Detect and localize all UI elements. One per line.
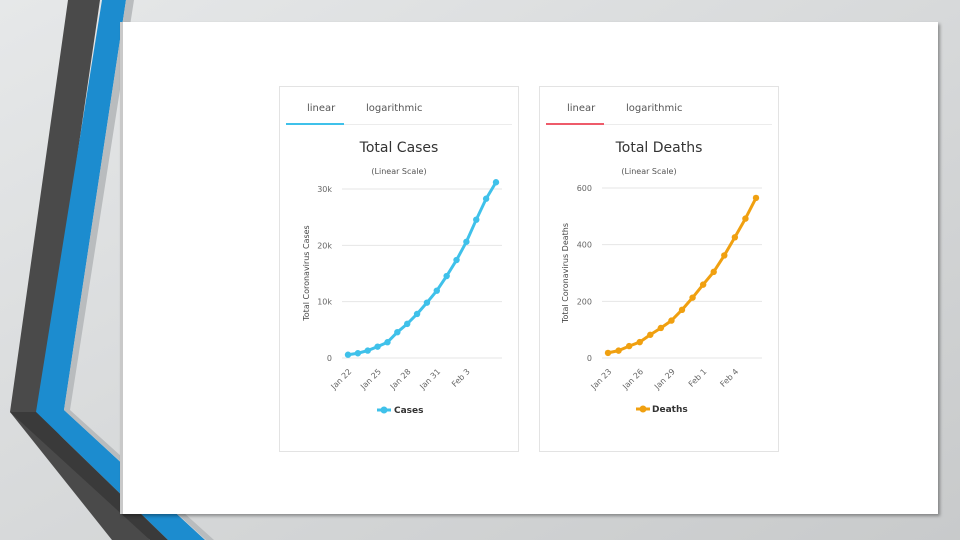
data-point bbox=[699, 281, 707, 288]
total-cases-card: linear logarithmic Total Cases (Linear S… bbox=[279, 86, 519, 452]
series-line bbox=[607, 197, 758, 355]
y-tick-label: 20k bbox=[317, 241, 332, 250]
active-tab-indicator bbox=[546, 123, 604, 125]
chart-title: Total Cases bbox=[359, 140, 439, 156]
x-tick-label: Jan 22 bbox=[329, 367, 354, 392]
scale-tabs: linear logarithmic bbox=[280, 87, 518, 127]
data-point bbox=[473, 216, 480, 223]
data-point bbox=[721, 252, 728, 259]
data-point bbox=[374, 343, 381, 350]
y-tick-label: 0 bbox=[587, 354, 592, 363]
data-point bbox=[384, 339, 391, 346]
legend[interactable]: Cases bbox=[377, 406, 424, 416]
data-point bbox=[443, 272, 450, 280]
y-tick-label: 400 bbox=[577, 241, 592, 250]
decor-stripe-blue bbox=[36, 0, 205, 540]
y-tick-label: 0 bbox=[327, 354, 332, 363]
tabs-divider bbox=[546, 124, 772, 125]
y-tick-label: 10k bbox=[317, 298, 332, 307]
x-tick-label: Jan 28 bbox=[388, 367, 413, 392]
data-point bbox=[678, 306, 686, 314]
tabs-divider bbox=[286, 124, 512, 125]
data-point bbox=[404, 320, 411, 328]
y-tick-label: 30k bbox=[317, 185, 332, 194]
tab-linear[interactable]: linear bbox=[307, 103, 336, 114]
x-tick-label: Jan 31 bbox=[417, 367, 442, 392]
data-point bbox=[625, 342, 633, 350]
chart-title: Total Deaths bbox=[615, 140, 703, 156]
tab-logarithmic[interactable]: logarithmic bbox=[626, 103, 683, 114]
legend-label-cases: Cases bbox=[394, 406, 424, 416]
data-point bbox=[463, 238, 470, 245]
chart-subtitle: (Linear Scale) bbox=[371, 167, 426, 176]
scale-tabs: linear logarithmic bbox=[540, 87, 778, 127]
data-point bbox=[647, 331, 654, 338]
total-deaths-card: linear logarithmic Total Deaths (Linear … bbox=[539, 86, 779, 452]
data-point bbox=[492, 179, 500, 186]
data-point bbox=[615, 347, 622, 354]
data-point bbox=[344, 351, 352, 358]
data-point bbox=[482, 195, 490, 202]
series-line bbox=[347, 181, 498, 357]
total-deaths-chart: Total Deaths (Linear Scale) Total Corona… bbox=[561, 140, 762, 415]
y-axis-title: Total Coronavirus Cases bbox=[302, 225, 311, 321]
data-point bbox=[636, 338, 643, 346]
data-point bbox=[668, 317, 675, 324]
x-tick-label: Jan 23 bbox=[589, 367, 614, 392]
data-point bbox=[689, 294, 696, 301]
data-point bbox=[742, 215, 749, 222]
active-tab-indicator bbox=[286, 123, 344, 125]
data-point bbox=[657, 324, 665, 332]
decor-stripe-dark bbox=[10, 0, 150, 540]
x-tick-label: Jan 25 bbox=[358, 367, 383, 392]
total-cases-chart: Total Cases (Linear Scale) Total Coronav… bbox=[302, 140, 502, 416]
data-point bbox=[423, 299, 431, 306]
data-point bbox=[433, 287, 440, 294]
data-point bbox=[752, 194, 760, 202]
chart-subtitle: (Linear Scale) bbox=[621, 167, 676, 176]
x-tick-label: Jan 26 bbox=[620, 367, 645, 392]
legend-swatch-dot bbox=[380, 406, 388, 414]
data-point bbox=[394, 328, 401, 336]
x-tick-label: Jan 29 bbox=[652, 367, 677, 392]
y-tick-label: 200 bbox=[577, 297, 592, 306]
legend-swatch-dot bbox=[639, 405, 647, 413]
data-point bbox=[604, 349, 612, 357]
legend-label-deaths: Deaths bbox=[652, 405, 688, 415]
tab-logarithmic[interactable]: logarithmic bbox=[366, 103, 423, 114]
data-point bbox=[453, 256, 460, 264]
slide-content-area bbox=[120, 22, 938, 514]
data-point bbox=[731, 234, 739, 241]
legend[interactable]: Deaths bbox=[636, 405, 688, 415]
tab-linear[interactable]: linear bbox=[567, 103, 596, 114]
x-tick-label: Feb 1 bbox=[687, 367, 709, 389]
x-tick-label: Feb 4 bbox=[718, 367, 740, 389]
data-point bbox=[710, 268, 717, 276]
y-tick-label: 600 bbox=[577, 184, 592, 193]
plot-area: 0 200 400 600 Jan 23 Jan 26 Jan 29 Feb 1 Feb 4 bbox=[577, 184, 762, 392]
y-axis-title: Total Coronavirus Deaths bbox=[561, 223, 570, 324]
data-point bbox=[364, 347, 371, 354]
data-point bbox=[413, 310, 421, 318]
data-point bbox=[354, 350, 362, 357]
x-tick-label: Feb 3 bbox=[450, 367, 472, 389]
plot-area: 0 10k 20k 30k Jan 22 Jan 25 Jan 28 Jan 31 Feb 3 bbox=[317, 179, 502, 392]
